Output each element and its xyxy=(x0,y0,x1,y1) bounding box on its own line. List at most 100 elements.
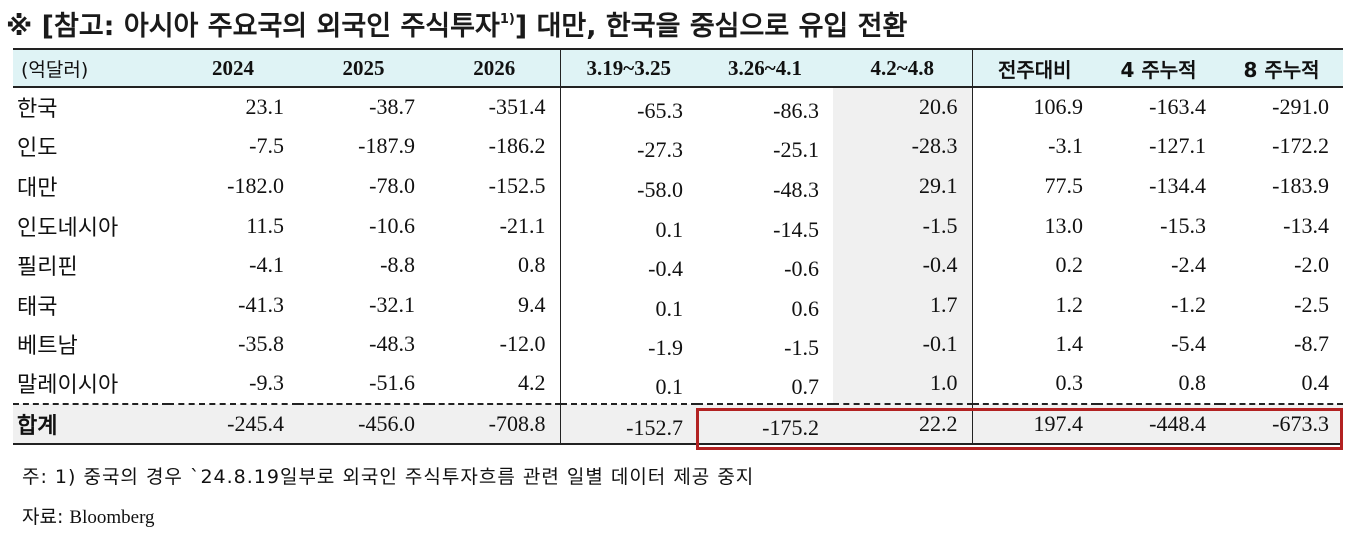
total-label: 합계 xyxy=(13,402,168,445)
source-name: Bloomberg xyxy=(69,507,155,528)
cell: 0.4 xyxy=(1301,370,1330,396)
cell: 9.4 xyxy=(518,291,546,317)
cell: 23.1 xyxy=(245,94,285,120)
cell: -8.7 xyxy=(1294,331,1329,357)
cell: -9.3 xyxy=(249,370,284,396)
cell: -41.3 xyxy=(238,291,284,317)
cell: -48.3 xyxy=(773,176,819,202)
cell: -32.1 xyxy=(369,291,415,317)
cell: 0.2 xyxy=(971,245,1097,285)
cell: -291.0 xyxy=(1272,94,1329,120)
cell: -0.4 xyxy=(833,245,972,285)
unit-label: (억달러) xyxy=(13,48,168,88)
cell: 1.0 xyxy=(833,364,972,404)
cell: -172.2 xyxy=(1272,133,1329,159)
cell: -1.5 xyxy=(784,335,819,361)
total-cell: -708.8 xyxy=(429,402,560,445)
cell: -15.3 xyxy=(1160,212,1206,238)
country-label: 인도 xyxy=(17,136,58,162)
cell: -187.9 xyxy=(358,133,415,159)
col-header-2026: 2026 xyxy=(429,48,560,88)
cell: -0.1 xyxy=(833,324,972,365)
cell: -182.0 xyxy=(227,172,284,198)
cell: -1.5 xyxy=(833,205,972,246)
table-row: 말레이시아 -9.3 -51.6 4.2 0.1 0.7 1.0 0.3 0.8… xyxy=(13,364,1343,404)
cell: 0.3 xyxy=(971,364,1097,404)
cell: -58.0 xyxy=(559,166,697,206)
cell: -8.8 xyxy=(380,252,415,278)
cell: -28.3 xyxy=(833,126,972,167)
total-cell: 22.2 xyxy=(833,402,972,445)
country-label: 말레이시아 xyxy=(17,373,119,399)
cell: -2.0 xyxy=(1294,252,1329,278)
cell: 1.7 xyxy=(833,284,972,325)
country-label: 한국 xyxy=(17,97,58,123)
cell: 0.6 xyxy=(791,295,820,321)
foreign-equity-flow-table: (억달러) 2024 2025 2026 3.19~3.25 3.26~4.1 … xyxy=(13,48,1343,445)
total-row: 합계 -245.4 -456.0 -708.8 -152.7 -175.2 22… xyxy=(13,402,1343,445)
cell: 1.2 xyxy=(971,284,1097,325)
cell: -86.3 xyxy=(773,98,819,124)
cell: -25.1 xyxy=(773,137,819,163)
table-row: 한국 23.1 -38.7 -351.4 -65.3 -86.3 20.6 10… xyxy=(13,87,1343,127)
country-label: 태국 xyxy=(17,294,58,320)
cell: -1.2 xyxy=(1171,291,1206,317)
title-footnote-mark: 1) xyxy=(499,12,515,27)
table-row: 베트남 -35.8 -48.3 -12.0 -1.9 -1.5 -0.1 1.4… xyxy=(13,324,1343,365)
cell: -127.1 xyxy=(1149,133,1206,159)
total-cell: 197.4 xyxy=(971,402,1097,445)
cell: 0.8 xyxy=(1178,370,1207,396)
cell: -12.0 xyxy=(499,331,546,357)
col-header-week1: 3.19~3.25 xyxy=(559,48,697,88)
cell: -51.6 xyxy=(369,370,415,396)
total-cell: -673.3 xyxy=(1220,402,1343,445)
page-title: ※ [참고: 아시아 주요국의 외국인 주식투자1)] 대만, 한국을 중심으로… xyxy=(6,4,907,43)
cell: 1.4 xyxy=(971,324,1097,365)
cell: 106.9 xyxy=(971,87,1097,127)
cell: -152.5 xyxy=(488,172,546,198)
cell: -10.6 xyxy=(369,212,415,238)
cell: 20.6 xyxy=(833,87,972,127)
cell: -183.9 xyxy=(1272,172,1329,198)
total-cell: -245.4 xyxy=(168,402,298,445)
table-row: 대만 -182.0 -78.0 -152.5 -58.0 -48.3 29.1 … xyxy=(13,166,1343,206)
cell: -14.5 xyxy=(773,216,819,242)
cell: -65.3 xyxy=(559,87,697,127)
source-line: 자료: Bloomberg xyxy=(22,502,155,529)
cell: -27.3 xyxy=(559,126,697,167)
cell: -48.3 xyxy=(369,331,415,357)
cell: 11.5 xyxy=(246,212,284,238)
cell: -3.1 xyxy=(971,126,1097,167)
country-label: 필리핀 xyxy=(17,255,78,281)
col-header-2025: 2025 xyxy=(298,48,429,88)
country-label: 베트남 xyxy=(17,334,78,360)
title-text-after: ] 대만, 한국을 중심으로 유입 전환 xyxy=(514,11,908,42)
cell: -2.5 xyxy=(1294,291,1329,317)
cell: 29.1 xyxy=(833,166,972,206)
cell: -13.4 xyxy=(1283,212,1329,238)
col-header-4wk: 4 주누적 xyxy=(1097,48,1220,88)
table-row: 인도네시아 11.5 -10.6 -21.1 0.1 -14.5 -1.5 13… xyxy=(13,205,1343,246)
table-row: 필리핀 -4.1 -8.8 0.8 -0.4 -0.6 -0.4 0.2 -2.… xyxy=(13,245,1343,285)
col-header-wow: 전주대비 xyxy=(971,48,1097,88)
col-header-2024: 2024 xyxy=(168,48,298,88)
title-text: ※ [참고: 아시아 주요국의 외국인 주식투자 xyxy=(6,11,500,42)
cell: -0.6 xyxy=(784,256,819,282)
cell: 0.1 xyxy=(559,364,697,404)
cell: -1.9 xyxy=(559,324,697,365)
cell: -4.1 xyxy=(249,252,284,278)
cell: -5.4 xyxy=(1171,331,1206,357)
total-cell: -448.4 xyxy=(1097,402,1220,445)
col-header-week2: 3.26~4.1 xyxy=(697,48,833,88)
table-row: 태국 -41.3 -32.1 9.4 0.1 0.6 1.7 1.2 -1.2 … xyxy=(13,284,1343,325)
cell: -21.1 xyxy=(499,212,546,238)
cell: -2.4 xyxy=(1171,252,1206,278)
table-header-row: (억달러) 2024 2025 2026 3.19~3.25 3.26~4.1 … xyxy=(13,48,1343,88)
col-header-8wk: 8 주누적 xyxy=(1220,48,1343,88)
cell: 0.8 xyxy=(518,252,546,278)
cell: -351.4 xyxy=(488,94,546,120)
cell: 0.1 xyxy=(559,284,697,325)
total-cell: -152.7 xyxy=(559,402,697,445)
cell: 0.7 xyxy=(791,374,820,400)
country-label: 인도네시아 xyxy=(17,215,119,241)
